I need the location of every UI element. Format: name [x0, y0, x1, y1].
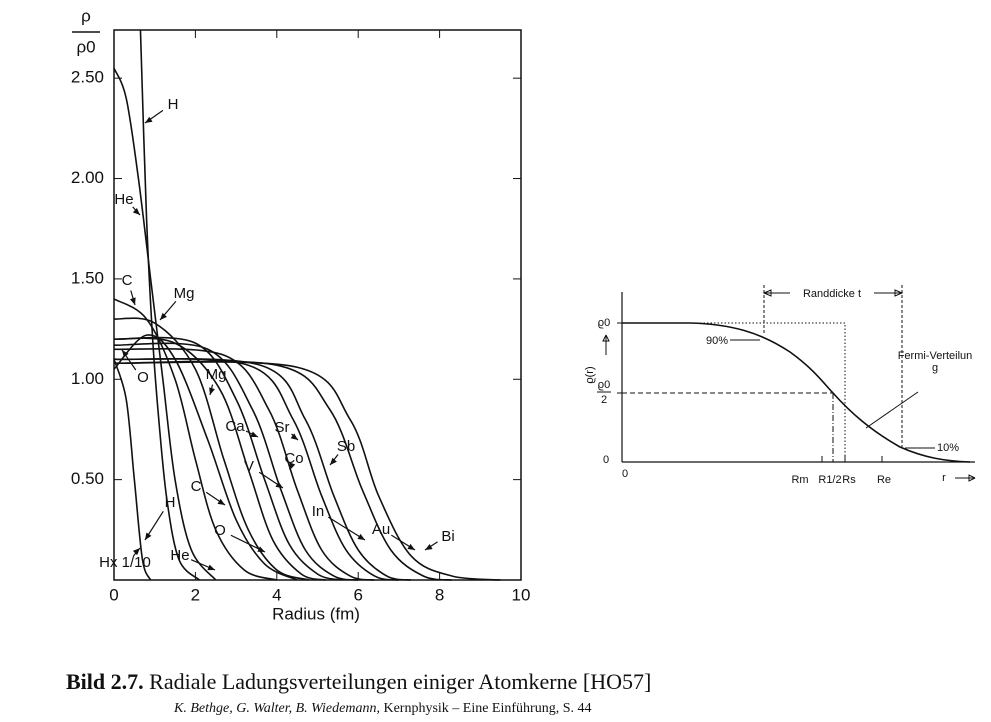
x-tick-label: 2 — [191, 585, 200, 604]
y-label-top: ρ — [81, 6, 91, 25]
fermi-diagram — [602, 285, 976, 482]
curve-label: He — [170, 547, 189, 564]
arrowhead — [209, 387, 215, 395]
y-zero: 0 — [603, 454, 609, 466]
curve-label: O — [214, 522, 226, 539]
guide — [763, 285, 903, 450]
tick — [821, 456, 883, 462]
caption-text: Radiale Ladungsverteilungen einiger Atom… — [149, 669, 651, 694]
curve-label: In — [312, 503, 325, 520]
curve-label: Au — [372, 521, 390, 538]
curve-label: C — [122, 272, 133, 289]
arrowhead — [289, 462, 296, 470]
curve-label: H — [165, 494, 176, 511]
x-label: Radius (fm) — [272, 604, 360, 623]
leader — [730, 339, 935, 449]
caption: Bild 2.7. Radiale Ladungsverteilungen ei… — [66, 669, 651, 694]
arrowhead — [275, 481, 283, 488]
guide — [700, 322, 846, 462]
arrowhead — [330, 457, 337, 465]
curve-label: V — [244, 458, 254, 475]
x-label: Re — [877, 474, 891, 486]
fermi-text: Fermi-Verteilung — [897, 350, 973, 374]
arrowhead — [407, 543, 415, 550]
x-label: R1/2 — [818, 474, 841, 486]
x-tick-label: 10 — [512, 585, 531, 604]
curve-label: He — [114, 191, 133, 208]
x-axis-label: r — [942, 472, 946, 484]
arrow — [955, 474, 976, 482]
y-tick-label: 2.00 — [71, 168, 104, 187]
source: K. Bethge, G. Walter, B. Wiedemann, Kern… — [173, 701, 591, 716]
label-10: 10% — [937, 442, 959, 454]
curve-label: Mg — [206, 366, 227, 383]
y-half: 2 — [601, 394, 607, 406]
arrowhead — [160, 312, 167, 320]
label-90: 90% — [706, 335, 728, 347]
arrowhead — [145, 532, 152, 540]
caption-label: Bild 2.7. — [66, 669, 144, 694]
curve-label: H — [168, 96, 179, 113]
curve-label: Mg — [174, 285, 195, 302]
arrowhead — [425, 543, 433, 550]
source-authors: K. Bethge, G. Walter, B. Wiedemann, — [173, 701, 380, 716]
arrowhead — [250, 431, 258, 437]
arrowhead — [129, 297, 136, 305]
curve-label: Sr — [275, 419, 290, 436]
y-top: ϱ0 — [598, 317, 610, 329]
curve-label: Hx 1/10 — [99, 554, 151, 571]
curve — [139, 29, 201, 581]
x-label: Rm — [791, 474, 808, 486]
x-tick-label: 0 — [109, 585, 118, 604]
x-tick-label: 6 — [353, 585, 362, 604]
fermi-label: Fermi-Verteilung — [897, 350, 973, 374]
arrowhead — [290, 433, 298, 440]
source-title: Kernphysik – Eine Einführung, S. 44 — [383, 701, 591, 716]
x-zero: 0 — [622, 468, 628, 480]
arrowhead — [132, 548, 140, 556]
y-tick-label: 0.50 — [71, 469, 104, 488]
x-tick-label: 4 — [272, 585, 281, 604]
arrowhead — [145, 116, 153, 123]
y-tick-label: 2.50 — [71, 68, 104, 87]
y-label: ϱ(r) — [584, 366, 596, 383]
curve-label: Bi — [441, 528, 454, 545]
x-tick-label: 8 — [435, 585, 444, 604]
arrow — [602, 334, 610, 355]
curve-label: Sb — [337, 438, 355, 455]
leader — [327, 516, 366, 541]
x-label: Rs — [842, 474, 856, 486]
curve — [113, 334, 298, 581]
y-half: ϱ0 — [598, 379, 610, 391]
arrowhead — [132, 208, 140, 215]
curve — [113, 358, 152, 581]
thickness: Randdicke t — [803, 288, 861, 300]
y-label-bottom: ρ0 — [76, 37, 95, 56]
curve — [113, 361, 501, 581]
curve-label: C — [191, 478, 202, 495]
y-tick-label: 1.50 — [71, 268, 104, 287]
arrowhead — [207, 564, 215, 571]
bracket — [762, 289, 904, 297]
arrowhead — [122, 350, 129, 358]
curve-label: O — [137, 369, 149, 386]
curve-label: Ca — [225, 418, 245, 435]
y-tick-label: 1.00 — [71, 369, 104, 388]
curve — [113, 336, 343, 581]
curve-label: Co — [284, 450, 303, 467]
curve — [113, 358, 412, 581]
curve — [113, 347, 375, 581]
arrowhead — [257, 546, 265, 552]
arrowhead — [217, 498, 225, 505]
arrowhead — [357, 533, 365, 540]
curve — [113, 317, 310, 581]
